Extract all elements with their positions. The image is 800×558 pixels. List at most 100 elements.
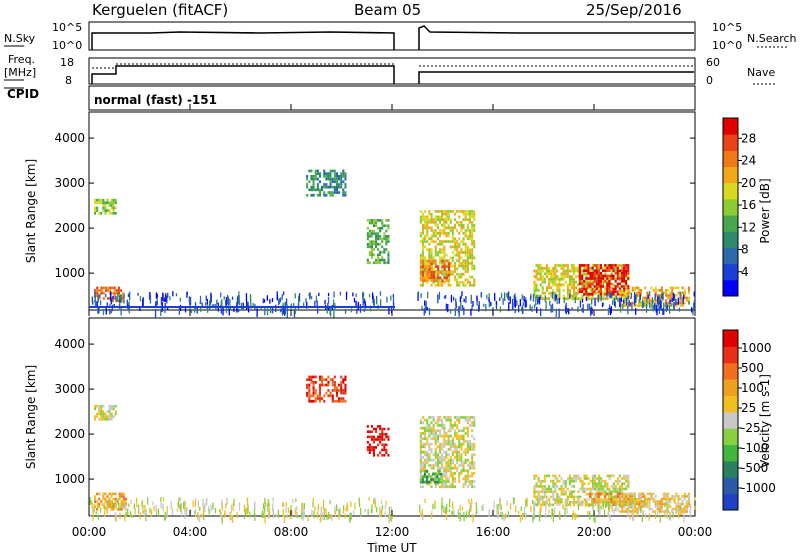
data-cell [102,410,105,413]
data-cell [654,291,657,295]
data-cell [432,466,435,470]
data-cell [447,437,450,441]
data-cell [377,256,380,259]
data-cell [671,294,674,297]
scatter-cell [156,300,158,306]
data-cell [458,275,461,279]
scatter-cell [617,298,619,302]
data-cell [539,485,542,488]
data-cell [108,410,111,413]
scatter-cell [568,308,570,315]
data-cell [681,296,684,300]
data-cell [621,492,624,496]
data-cell [436,226,439,230]
data-cell [424,268,427,271]
data-cell [585,286,588,290]
data-cell [537,272,540,276]
data-cell [587,277,590,280]
scatter-cell [552,303,554,313]
data-cell [638,301,641,305]
data-cell [543,493,546,496]
scatter-cell [96,301,98,307]
scatter-cell [238,295,240,304]
scatter-cell [606,293,608,298]
scatter-cell [615,296,618,300]
data-cell [443,426,446,430]
data-cell [340,183,343,186]
data-cell [338,397,341,400]
data-cell [618,485,621,488]
data-cell [430,448,433,451]
scatter-cell [512,299,514,306]
data-cell [375,258,378,262]
data-cell [436,424,439,427]
data-cell [579,479,582,483]
data-cell [112,492,115,496]
data-cell [612,487,615,491]
data-cell [377,261,380,265]
data-cell [460,248,463,251]
scatter-cell [113,304,115,308]
data-cell [335,389,338,392]
data-cell [441,418,444,422]
data-cell [602,274,605,278]
data-cell [439,450,442,454]
data-cell [593,277,596,280]
data-cell [331,399,334,403]
data-cell [383,448,386,452]
data-cell [432,480,435,483]
scatter-cell [381,508,383,516]
data-cell [454,472,457,475]
data-cell [460,437,463,441]
data-cell [439,210,442,213]
data-cell [340,375,343,379]
data-cell [633,289,636,292]
data-cell [604,269,607,272]
data-cell [312,193,315,197]
scatter-cell [434,504,436,509]
data-cell [434,472,437,476]
data-cell [340,383,343,387]
data-cell [654,301,657,305]
data-cell [464,218,467,221]
scatter-cell [272,508,274,516]
data-cell [441,272,444,276]
data-cell [436,475,439,479]
scatter-cell [513,497,515,505]
data-cell [325,172,328,175]
data-cell [379,253,382,257]
data-cell [375,221,378,225]
scatter-cell [548,509,550,514]
data-cell [428,482,431,486]
data-cell [116,508,119,511]
data-cell [439,259,442,263]
scatter-cell [390,295,392,301]
data-cell [596,485,599,488]
scatter-cell [117,498,119,505]
data-cell [642,500,645,503]
data-cell [430,458,433,462]
data-cell [430,279,433,283]
data-cell [447,283,450,287]
scatter-cell [533,504,535,508]
data-cell [432,232,435,235]
data-cell [564,264,567,267]
data-cell [683,289,686,292]
data-cell [466,448,469,451]
data-cell [612,269,615,272]
data-cell [428,268,431,271]
scatter-cell [286,304,288,312]
data-cell [421,478,424,481]
data-cell [424,453,427,457]
data-cell [342,172,345,175]
scatter-cell [380,500,383,505]
data-cell [318,375,321,379]
data-cell [464,482,467,486]
data-cell [325,177,328,181]
data-cell [333,386,336,390]
data-cell [443,450,446,454]
data-cell [437,265,440,268]
scatter-cell [459,512,461,522]
data-cell [548,286,551,290]
data-cell [616,293,619,296]
